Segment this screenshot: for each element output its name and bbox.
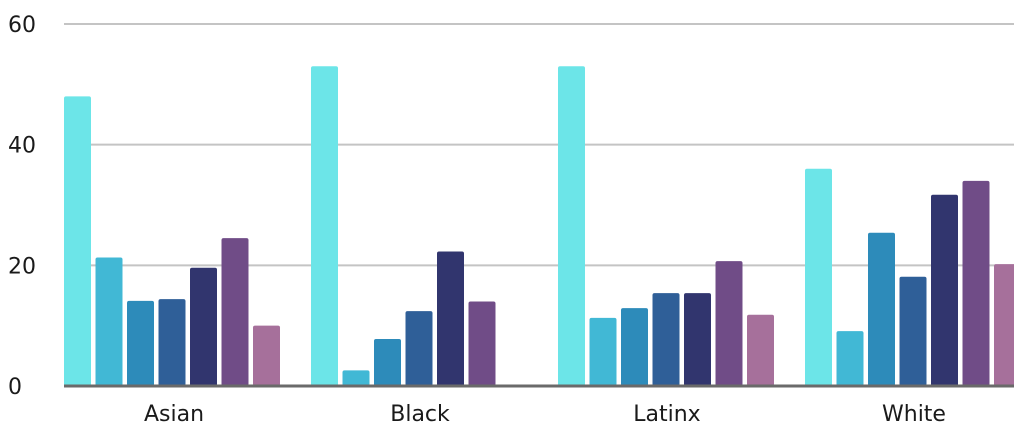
bar-latinx-series-4 bbox=[652, 293, 680, 386]
bar-black-series-1 bbox=[311, 66, 338, 386]
y-tick-label: 0 bbox=[8, 375, 22, 400]
bar-white-series-4 bbox=[899, 276, 927, 386]
bar-white-series-2 bbox=[836, 331, 864, 386]
bar-asian-series-6 bbox=[221, 238, 249, 386]
bar-white-series-7 bbox=[994, 264, 1014, 386]
bar-black-series-2 bbox=[342, 370, 370, 386]
x-category-label: White bbox=[882, 402, 946, 427]
bar-asian-series-5 bbox=[190, 267, 217, 386]
bar-white-series-6 bbox=[962, 180, 990, 386]
bar-white-series-3 bbox=[868, 232, 895, 386]
bar-asian-series-1 bbox=[64, 96, 91, 387]
bar-white-series-1 bbox=[805, 168, 832, 386]
bar-black-series-4 bbox=[405, 311, 433, 386]
x-category-label: Asian bbox=[144, 402, 204, 427]
bar-latinx-series-5 bbox=[684, 293, 711, 386]
bar-asian-series-2 bbox=[95, 257, 123, 386]
y-tick-label: 40 bbox=[8, 134, 36, 159]
bar-black-series-3 bbox=[374, 338, 401, 386]
bar-black-series-5 bbox=[437, 251, 464, 386]
bar-latinx-series-6 bbox=[715, 261, 743, 386]
bar-black-series-6 bbox=[468, 301, 496, 386]
bar-asian-series-4 bbox=[158, 299, 186, 386]
bar-latinx-series-1 bbox=[558, 66, 585, 386]
bar-latinx-series-7 bbox=[747, 314, 774, 386]
y-axis-tick-labels: 0 20 40 60 bbox=[8, 13, 36, 400]
bars bbox=[64, 66, 1014, 387]
x-category-label: Black bbox=[390, 402, 450, 427]
bar-asian-series-7 bbox=[253, 325, 280, 386]
gridlines bbox=[64, 23, 1014, 267]
y-tick-label: 60 bbox=[8, 13, 36, 38]
bar-latinx-series-3 bbox=[621, 308, 648, 386]
bar-white-series-5 bbox=[931, 194, 958, 386]
bar-latinx-series-2 bbox=[589, 317, 617, 386]
y-tick-label: 20 bbox=[8, 254, 36, 279]
x-category-label: Latinx bbox=[633, 402, 700, 427]
x-axis-category-labels: Asian Black Latinx White bbox=[144, 402, 946, 427]
bar-asian-series-3 bbox=[127, 300, 154, 386]
